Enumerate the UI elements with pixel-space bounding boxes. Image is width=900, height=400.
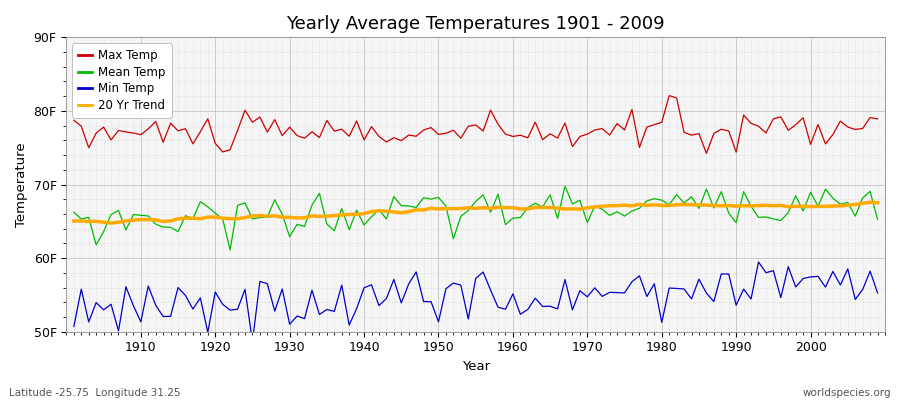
Y-axis label: Temperature: Temperature	[15, 142, 28, 227]
Text: Latitude -25.75  Longitude 31.25: Latitude -25.75 Longitude 31.25	[9, 388, 181, 398]
Text: worldspecies.org: worldspecies.org	[803, 388, 891, 398]
X-axis label: Year: Year	[462, 360, 490, 373]
Legend: Max Temp, Mean Temp, Min Temp, 20 Yr Trend: Max Temp, Mean Temp, Min Temp, 20 Yr Tre…	[72, 43, 172, 118]
Title: Yearly Average Temperatures 1901 - 2009: Yearly Average Temperatures 1901 - 2009	[286, 15, 665, 33]
